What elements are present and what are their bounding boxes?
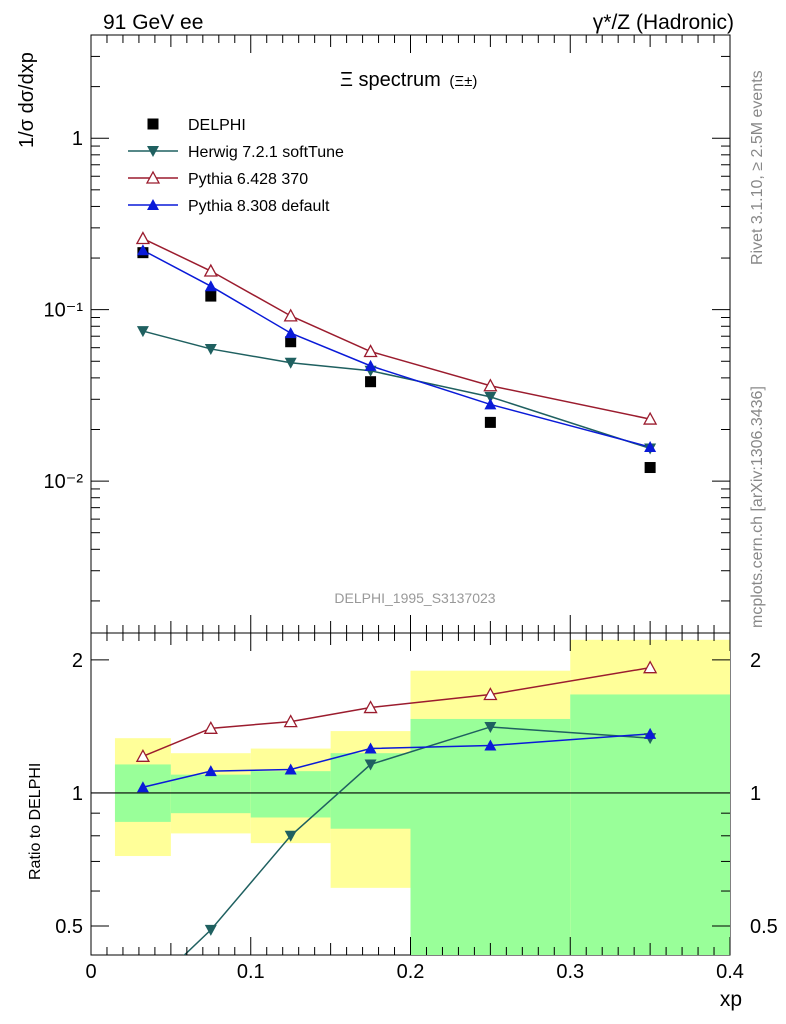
- main-y-tick-label: 10⁻²: [44, 471, 84, 493]
- series-line: [142, 237, 651, 420]
- legend-marker: [147, 118, 159, 130]
- data-point: [204, 280, 217, 292]
- green-band: [410, 718, 571, 955]
- x-tick-label: 0.1: [237, 961, 265, 983]
- legend-marker: [145, 170, 161, 184]
- data-point: [136, 244, 149, 256]
- ratio-data-point: [203, 720, 218, 734]
- ratio-data-point: [364, 742, 377, 754]
- ratio-data-point: [364, 759, 377, 771]
- ratio-series-group: [135, 660, 658, 955]
- x-axis-label: xp: [720, 988, 742, 1011]
- main-y-tick-label: 10⁻¹: [44, 300, 84, 322]
- data-point: [365, 376, 377, 388]
- legend-label: Herwig 7.2.1 softTune: [188, 144, 344, 161]
- ratio-data-point: [135, 748, 151, 762]
- x-axis-ticks: 0 0.1 0.2 0.3 0.4: [85, 35, 744, 983]
- header-right: γ*/Z (Hadronic): [593, 11, 734, 34]
- ratio-data-point: [284, 830, 297, 842]
- legend: DELPHI Herwig 7.2.1 softTune Pythia 6.428 …: [128, 117, 344, 215]
- data-point: [484, 391, 497, 403]
- data-point: [364, 359, 377, 371]
- ratio-y-tick-label: 0.5: [55, 916, 83, 938]
- legend-marker: [147, 199, 159, 210]
- ratio-data-point: [204, 924, 217, 936]
- series-line: [142, 249, 651, 448]
- ratio-series-line: [142, 666, 651, 758]
- data-point: [643, 411, 658, 425]
- data-point: [644, 441, 657, 453]
- ratio-data-point: [136, 781, 149, 793]
- data-point: [203, 263, 218, 277]
- legend-label: Pythia 6.428 370: [188, 171, 308, 188]
- ratio-plot-data: [135, 660, 658, 955]
- data-point: [644, 462, 656, 474]
- chart-title: Ξ spectrum (Ξ±): [340, 69, 477, 91]
- ratio-axis-ticks: 0.5 0.5 1 1 2 2: [55, 650, 778, 938]
- ratio-data-point: [204, 765, 217, 777]
- x-tick-label: 0: [85, 961, 96, 983]
- data-point: [204, 343, 217, 355]
- analysis-watermark: DELPHI_1995_S3137023: [334, 590, 495, 606]
- data-point: [284, 327, 297, 339]
- legend-label: DELPHI: [188, 117, 246, 134]
- legend-label: Pythia 8.308 default: [188, 198, 330, 215]
- header-left: 91 GeV ee: [103, 11, 203, 34]
- data-point: [483, 378, 498, 392]
- ratio-y-tick-label-right: 1: [750, 783, 761, 805]
- ratio-data-point: [643, 660, 658, 674]
- ratio-series-line: [142, 733, 651, 788]
- ratio-y-tick-label: 1: [72, 783, 83, 805]
- data-point: [135, 231, 151, 245]
- chart-title-main: Ξ spectrum: [340, 69, 441, 91]
- main-y-tick-label: 1: [72, 128, 83, 150]
- x-tick-label: 0.3: [556, 961, 584, 983]
- series-line: [142, 330, 651, 450]
- ratio-uncertainty-bands: [114, 639, 730, 955]
- main-plot-frame: [90, 34, 731, 634]
- ratio-data-point: [484, 721, 497, 733]
- y-axis-label: 1/σ dσ/dxp: [16, 52, 38, 148]
- ratio-y-tick-label-right: 0.5: [750, 916, 778, 938]
- ratio-y-tick-label-right: 2: [750, 650, 761, 672]
- data-point: [205, 290, 217, 302]
- ratio-y-axis-label: Ratio to DELPHI: [27, 763, 44, 880]
- main-axis-ticks: 10⁻² 10⁻¹ 1: [44, 34, 730, 602]
- data-point: [283, 308, 298, 322]
- ratio-series-line: [183, 726, 651, 955]
- data-point: [136, 326, 149, 338]
- x-tick-label: 0.2: [397, 961, 425, 983]
- green-band: [170, 774, 251, 814]
- data-point: [484, 416, 496, 428]
- main-plot-data: [135, 231, 658, 474]
- ratio-data-point: [483, 687, 498, 701]
- ratio-data-point: [283, 714, 298, 728]
- ratio-data-point: [644, 727, 657, 739]
- y-axis-label-text: 1/σ dσ/dxp: [16, 52, 38, 148]
- data-point: [285, 336, 297, 348]
- data-point: [363, 344, 378, 358]
- green-band: [250, 771, 331, 818]
- x-tick-label: 0.4: [716, 961, 744, 983]
- legend-marker: [147, 146, 159, 157]
- source-info: mcplots.cern.ch [arXiv:1306.3436]: [749, 386, 766, 628]
- ratio-data-point: [484, 739, 497, 751]
- rivet-info: Rivet 3.1.10, ≥ 2.5M events: [749, 70, 766, 265]
- ratio-data-point: [363, 700, 378, 714]
- chart-title-suffix: (Ξ±): [449, 73, 477, 90]
- ratio-y-tick-label: 2: [72, 650, 83, 672]
- ratio-data-point: [284, 763, 297, 775]
- data-point: [484, 398, 497, 410]
- data-point: [284, 357, 297, 369]
